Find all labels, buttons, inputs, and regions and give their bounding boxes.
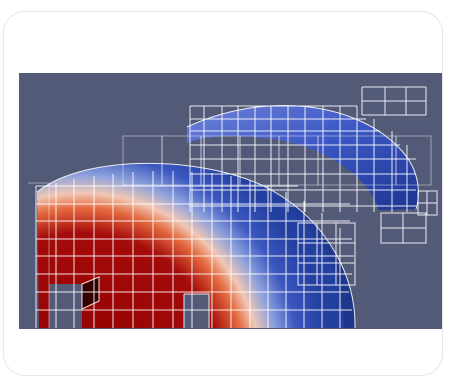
cut-face — [82, 277, 99, 309]
render-viewport — [19, 73, 442, 329]
front-field-surface — [37, 163, 356, 328]
simulation-render — [19, 73, 442, 329]
media-card — [3, 11, 443, 376]
mesh-accents — [28, 135, 432, 328]
back-field-surface — [187, 105, 419, 210]
wireframe-mesh — [35, 86, 438, 329]
